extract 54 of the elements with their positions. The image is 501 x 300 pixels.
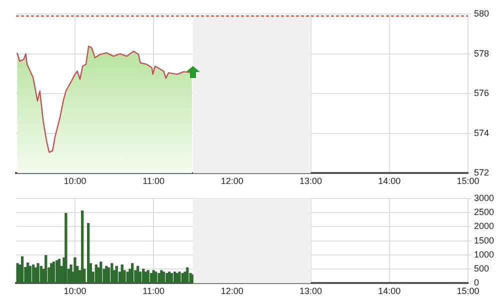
bar [81, 210, 84, 284]
x-tick-label: 13:00 [300, 176, 322, 186]
bar [173, 272, 176, 284]
bar [115, 266, 118, 284]
bar [16, 263, 19, 284]
bar [74, 257, 76, 284]
bar [142, 268, 145, 284]
bar [32, 264, 35, 284]
bar [166, 272, 168, 284]
bar [146, 270, 150, 284]
bar [64, 213, 68, 284]
y-tick-label: 3000 [474, 192, 494, 203]
y-tick-label: 576 [474, 88, 490, 98]
x-tick-label: 13:00 [300, 286, 322, 296]
y-tick-label: 0 [474, 278, 480, 288]
x-tick-label: 15:00 [456, 176, 480, 186]
bar [136, 266, 140, 284]
y-tick-label: 578 [474, 48, 490, 58]
x-tick-label: 10:00 [64, 176, 86, 186]
x-tick-label: 15:00 [456, 286, 480, 296]
bar [162, 272, 166, 284]
bar [154, 272, 158, 284]
y-tick-label: 500 [474, 264, 490, 274]
bar [36, 263, 40, 284]
bar [178, 272, 181, 284]
y-tick-label: 572 [474, 168, 490, 178]
x-tick-label: 12:00 [220, 176, 244, 186]
bar [170, 272, 173, 284]
y-tick-label: 1000 [474, 249, 494, 260]
bar [56, 260, 58, 284]
x-tick-label: 14:00 [378, 176, 401, 186]
x-tick-label: 12:00 [220, 286, 244, 296]
y-tick-label: 580 [474, 8, 490, 18]
x-tick-label: 14:00 [378, 286, 401, 296]
y-tick-label: 574 [474, 128, 490, 138]
bar [158, 272, 160, 284]
bar [100, 262, 102, 284]
y-tick-label: 1500 [474, 235, 494, 246]
bar [44, 255, 48, 284]
y-tick-label: 2500 [474, 207, 494, 218]
bar [110, 263, 114, 284]
y-tick-label: 2000 [474, 221, 494, 232]
bar [107, 267, 110, 284]
x-tick-label: 11:00 [142, 286, 164, 296]
bar [26, 262, 30, 284]
bar [28, 266, 32, 284]
bar [86, 222, 90, 284]
bar [58, 258, 61, 284]
bar [52, 262, 56, 284]
x-tick-label: 10:00 [64, 286, 86, 296]
bar [131, 263, 134, 284]
bar [20, 256, 24, 284]
bar [186, 267, 189, 284]
x-tick-label: 11:00 [142, 176, 164, 186]
